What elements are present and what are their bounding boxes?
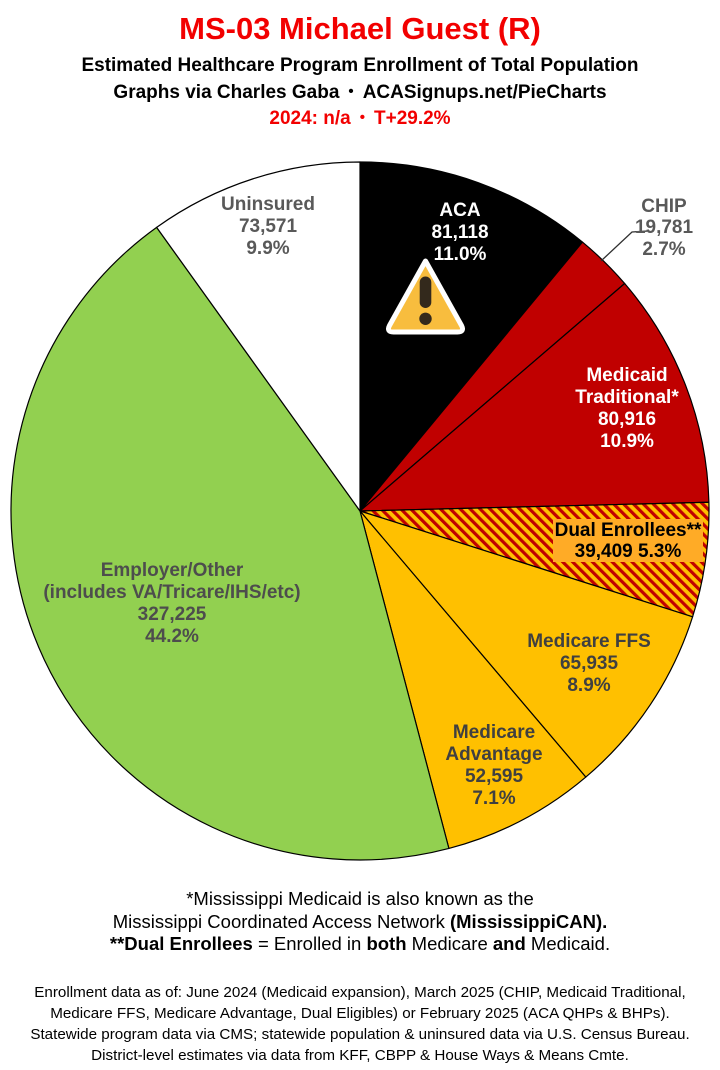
pie-label-medicare-ffs-line2: 65,935 <box>560 653 619 674</box>
label-box-dual-enrollees <box>553 519 703 562</box>
pie-label-uninsured-line2: 73,571 <box>239 216 298 237</box>
pie-label-chip-line1: CHIP <box>641 196 687 217</box>
pie-label-dual-enrollees-line1: Dual Enrollees** <box>555 520 702 541</box>
chart-subtitle: Estimated Healthcare Program Enrollment … <box>81 55 639 76</box>
pie-label-medicare-advantage-line2: Advantage <box>445 744 542 765</box>
pie-slice-aca <box>359 161 584 512</box>
source-block: Enrollment data as of: June 2024 (Medica… <box>0 982 720 1066</box>
pie-label-employer-other-line3: 327,225 <box>138 604 207 625</box>
pie-slice-uninsured <box>156 161 361 512</box>
stat-line: 2024: n/a • T+29.2% <box>0 106 720 131</box>
pie-label-chip-line3: 2.7% <box>642 239 685 260</box>
pie-label-medicare-advantage-line3: 52,595 <box>465 766 524 787</box>
pie-label-uninsured-line3: 9.9% <box>246 238 289 259</box>
pie-label-medicare-advantage-line4: 7.1% <box>472 788 515 809</box>
pie-label-medicaid-traditional-line3: 80,916 <box>598 409 656 430</box>
pie-label-medicaid-traditional-line2: Traditional* <box>575 387 679 408</box>
pie-label-medicare-advantage-line1: Medicare <box>453 722 535 743</box>
pie-label-chip-line2: 19,781 <box>635 217 694 238</box>
pie-slice-medicare-ffs <box>359 510 694 778</box>
source-line: Medicare FFS, Medicare Advantage, Dual E… <box>50 1005 670 1022</box>
source-line: Enrollment data as of: June 2024 (Medica… <box>34 984 686 1001</box>
credit-site: ACASignups.net/PieCharts <box>362 82 607 103</box>
leader-line-chip <box>600 230 649 262</box>
pie-label-uninsured-line1: Uninsured <box>221 194 315 215</box>
stat-year: 2024: n/a <box>269 108 351 129</box>
source-line: District-level estimates via data from K… <box>91 1047 629 1064</box>
pie-label-medicare-ffs-line1: Medicare FFS <box>527 631 651 652</box>
pie-label-employer-other-line1: Employer/Other <box>101 560 244 581</box>
pie-slice-medicaid-traditional <box>359 282 710 512</box>
bullet-separator: • <box>348 83 354 100</box>
footnote-line: Mississippi Coordinated Access Network (… <box>112 910 608 932</box>
pie-chart-area: ACA 81,118 11.0% CHIP 19,781 2.7% Medicaid Trad… <box>0 140 720 880</box>
pie-label-aca-line3: 11.0% <box>434 244 487 265</box>
credit-line: Graphs via Charles Gaba • ACASignups.net/P… <box>0 80 720 105</box>
pie-label-medicaid-traditional-line4: 10.9% <box>600 431 654 452</box>
pie-label-medicare-ffs-line3: 8.9% <box>567 675 610 696</box>
warning-icon <box>386 258 465 335</box>
footnote-line: *Mississippi Medicaid is also known as t… <box>186 888 534 909</box>
bullet-separator: • <box>359 109 365 126</box>
pie-label-employer-other-line4: 44.2% <box>145 626 199 647</box>
pie-label-aca-line2: 81,118 <box>431 222 488 243</box>
pie-label-aca-line1: ACA <box>439 200 480 221</box>
pie-slice-employer-other <box>10 226 450 861</box>
page-title: MS-03 Michael Guest (R) <box>179 11 541 46</box>
pie-label-medicaid-traditional-line1: Medicaid <box>586 365 667 386</box>
footnotes-block: *Mississippi Medicaid is also known as t… <box>0 888 720 956</box>
credit-author: Graphs via Charles Gaba <box>113 82 340 103</box>
footnote-line: **Dual Enrollees = Enrolled in both Medi… <box>109 933 611 954</box>
stat-margin: T+29.2% <box>374 108 451 129</box>
pie-label-employer-other-line2: (includes VA/Tricare/IHS/etc) <box>43 582 300 603</box>
source-line: Statewide program data via CMS; statewid… <box>30 1026 690 1043</box>
pie-slices-layer <box>10 161 710 861</box>
pie-slice-medicare-advantage <box>359 510 587 850</box>
pie-label-dual-enrollees-line2: 39,409 5.3% <box>575 541 682 562</box>
